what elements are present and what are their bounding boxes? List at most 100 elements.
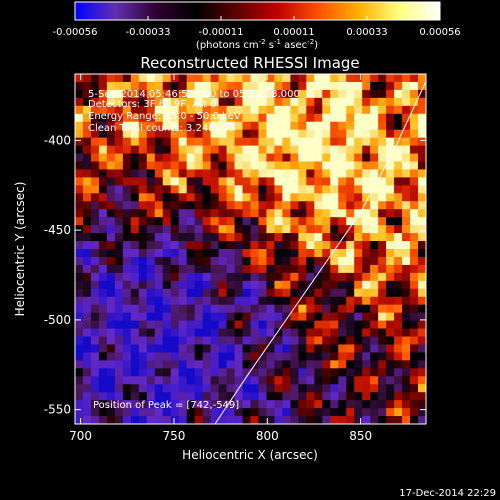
heatmap-cell [146,161,156,170]
heatmap-cell [154,145,164,154]
heatmap-cell [154,296,164,306]
heatmap-cell [162,129,172,139]
heatmap-cell [370,193,379,202]
heatmap-cell [298,376,307,385]
heatmap-cell [146,280,156,290]
heatmap-cell [290,129,299,139]
heatmap-cell [338,416,347,424]
heatmap-cell [338,193,347,202]
heatmap-cell [394,169,403,178]
heatmap-cell [202,352,212,361]
heatmap-cell [330,384,339,393]
heatmap-cell [75,153,84,162]
heatmap-cell [378,392,387,401]
heatmap-cell [138,408,148,417]
heatmap-cell [202,328,212,337]
heatmap-cell [354,217,363,226]
heatmap-cell [418,233,426,242]
heatmap-cell [274,320,283,329]
heatmap-cell [258,169,267,178]
heatmap-cell [178,161,188,170]
heatmap-cell [354,328,363,337]
heatmap-cell [258,185,267,194]
heatmap-cell [154,81,164,91]
heatmap-cell [170,400,180,409]
heatmap-cell [218,384,227,393]
heatmap-cell [210,81,219,91]
heatmap-cell [218,336,227,345]
heatmap-cell [242,137,251,146]
heatmap-cell [186,408,196,417]
heatmap-cell [418,416,426,424]
heatmap-cell [322,89,331,99]
heatmap-cell [114,288,124,298]
heatmap-cell [386,368,395,377]
heatmap-cell [330,81,339,91]
heatmap-cell [178,384,188,393]
heatmap-cell [114,201,124,210]
heatmap-cell [178,105,188,115]
heatmap-cell [258,81,267,91]
heatmap-cell [186,249,196,258]
heatmap-cell [202,177,212,186]
heatmap-cell [290,320,299,329]
heatmap-cell [146,416,156,424]
heatmap-cell [298,384,307,393]
heatmap-cell [354,177,363,186]
heatmap-cell [122,249,132,258]
heatmap-cell [330,137,339,146]
heatmap-cell [226,201,235,210]
heatmap-cell [338,201,347,210]
heatmap-cell [106,241,116,250]
heatmap-cell [75,97,84,107]
heatmap-cell [322,408,331,417]
heatmap-cell [386,193,395,202]
heatmap-cell [170,296,180,306]
heatmap-cell [394,153,403,162]
heatmap-cell [378,185,387,194]
heatmap-cell [75,241,84,250]
heatmap-cell [106,384,116,393]
heatmap-cell [98,185,108,194]
heatmap-cell [418,352,426,361]
heatmap-cell [226,360,235,369]
heatmap-cell [162,384,172,393]
heatmap-cell [266,249,275,258]
heatmap-cell [114,233,124,242]
heatmap-cell [162,312,172,321]
heatmap-cell [362,288,371,298]
heatmap-cell [218,81,227,91]
heatmap-cell [306,392,315,401]
heatmap-cell [266,344,275,353]
heatmap-cell [138,392,148,401]
heatmap-cell [370,408,379,417]
heatmap-cell [274,169,283,178]
heatmap-cell [410,113,419,123]
heatmap-cell [98,193,108,202]
heatmap-cell [410,137,419,146]
heatmap-cell [242,81,251,91]
heatmap-cell [306,320,315,329]
heatmap-cell [162,241,172,250]
heatmap-cell [402,217,411,226]
heatmap-cell [362,280,371,290]
heatmap-cell [234,320,243,329]
heatmap-cell [242,288,251,298]
heatmap-cell [114,209,124,218]
heatmap-cell [234,74,243,83]
heatmap-cell [210,161,219,170]
heatmap-cell [322,368,331,377]
heatmap-cell [314,304,323,314]
heatmap-cell [154,153,164,162]
heatmap-cell [75,105,84,115]
heatmap-cell [234,193,243,202]
heatmap-cell [274,352,283,361]
heatmap-cell [218,256,227,266]
heatmap-cell [370,105,379,115]
heatmap-cell [338,81,347,91]
heatmap-cell [130,233,140,242]
heatmap-cell [90,336,100,345]
heatmap-cell [322,416,331,424]
heatmap-cell [386,312,395,321]
heatmap-cell [202,376,212,385]
